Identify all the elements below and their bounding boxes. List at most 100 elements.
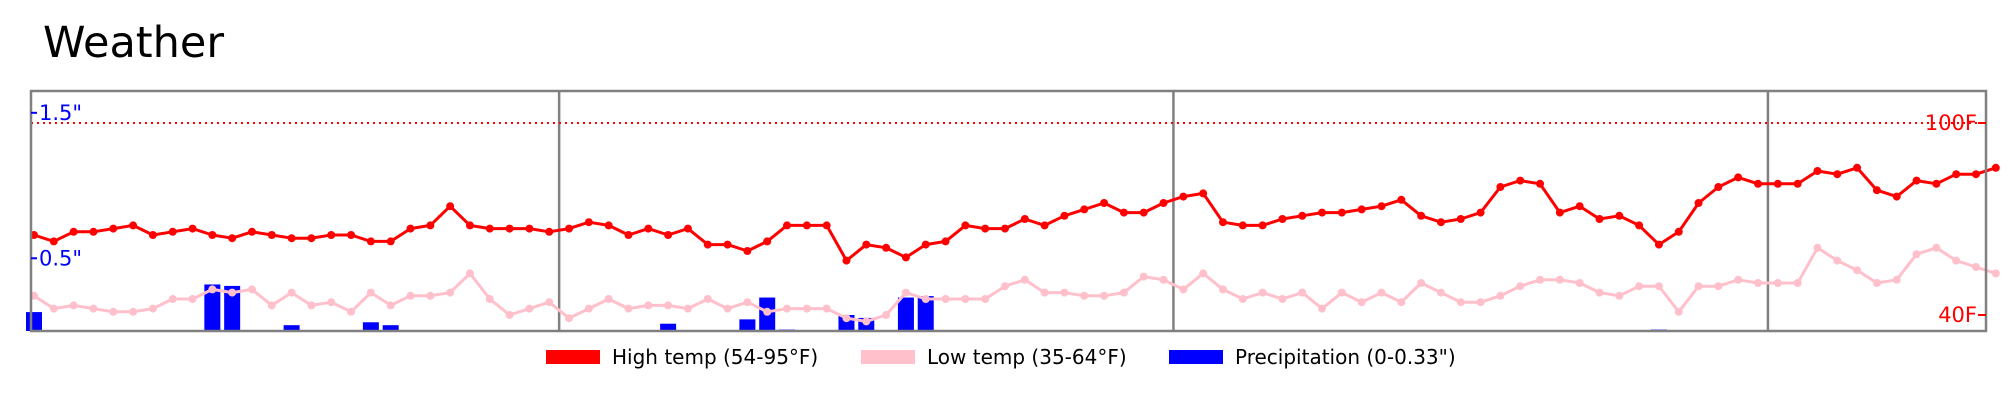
low-temp-point-74 <box>1496 291 1505 300</box>
legend-item-low: Low temp (35-64°F) <box>861 342 1127 372</box>
low-temp-point-68 <box>1377 288 1386 297</box>
precip-bar-0 <box>26 312 42 331</box>
high-temp-point-66 <box>1337 208 1346 217</box>
legend-label-low: Low temp (35-64°F) <box>927 345 1127 369</box>
high-temp-point-10 <box>228 234 237 243</box>
low-temp-point-11 <box>247 285 256 294</box>
high-temp-point-88 <box>1773 179 1782 188</box>
precip-bar-18 <box>382 325 399 331</box>
low-temp-point-82 <box>1654 282 1663 291</box>
low-temp-point-62 <box>1258 288 1267 297</box>
low-temp-point-83 <box>1674 307 1683 316</box>
precip-tick-label-1: 1.5" <box>39 101 82 125</box>
low-temp-point-48 <box>981 295 990 303</box>
chart-title: Weather <box>43 18 225 68</box>
high-temp-point-5 <box>129 221 138 230</box>
low-temp-point-69 <box>1397 298 1406 307</box>
low-temp-point-44 <box>901 288 910 297</box>
precip-bar-9 <box>204 284 221 331</box>
high-temp-point-39 <box>802 221 811 230</box>
high-temp-point-85 <box>1714 183 1723 191</box>
low-temp-point-23 <box>485 295 494 303</box>
high-temp-point-74 <box>1496 183 1505 191</box>
low-temp-point-52 <box>1060 288 1069 297</box>
low-temp-point-54 <box>1100 291 1109 300</box>
low-temp-point-84 <box>1694 282 1703 291</box>
low-temp-point-43 <box>882 311 891 319</box>
low-temp-point-2 <box>69 301 78 310</box>
high-temp-point-13 <box>287 234 296 243</box>
high-temp-point-37 <box>763 237 772 246</box>
low-temp-point-28 <box>584 304 593 313</box>
low-temp-point-10 <box>228 288 237 297</box>
low-temp-point-5 <box>129 307 138 316</box>
legend-item-precip: Precipitation (0-0.33") <box>1169 342 1456 372</box>
low-temp-point-38 <box>783 304 792 313</box>
precip-tick-label-0: 0.5" <box>39 246 82 270</box>
low-temp-point-4 <box>109 307 118 316</box>
high-temp-point-57 <box>1159 199 1168 207</box>
high-temp-point-75 <box>1516 176 1525 185</box>
high-temp-point-7 <box>168 227 177 236</box>
high-temp-point-43 <box>882 243 891 252</box>
low-temp-point-60 <box>1218 285 1227 294</box>
precip-bar-10 <box>224 285 241 331</box>
low-temp-point-24 <box>505 311 514 319</box>
low-temp-point-94 <box>1892 275 1901 284</box>
high-temp-point-87 <box>1754 179 1763 188</box>
legend-item-high: High temp (54-95°F) <box>546 342 818 372</box>
low-temp-point-77 <box>1555 275 1564 284</box>
high-temp-point-56 <box>1139 208 1148 217</box>
low-temp-point-13 <box>287 288 296 297</box>
low-temp-point-34 <box>703 295 712 303</box>
high-temp-point-42 <box>862 240 871 249</box>
low-temp-point-96 <box>1932 243 1941 252</box>
low-temp-point-47 <box>961 295 970 303</box>
legend-swatch-high <box>546 350 600 364</box>
high-temp-point-67 <box>1357 205 1366 214</box>
high-temp-point-46 <box>941 237 950 246</box>
high-temp-point-91 <box>1833 170 1842 179</box>
low-temp-point-80 <box>1615 291 1624 300</box>
low-temp-point-97 <box>1952 256 1961 265</box>
low-temp-point-85 <box>1714 282 1723 291</box>
low-temp-point-78 <box>1575 279 1584 287</box>
high-temp-point-53 <box>1080 205 1089 214</box>
high-temp-point-64 <box>1298 211 1307 220</box>
high-temp-point-41 <box>842 256 851 265</box>
high-temp-point-44 <box>901 253 910 262</box>
high-temp-point-93 <box>1872 186 1881 195</box>
low-temp-point-6 <box>148 304 157 313</box>
low-temp-point-9 <box>208 285 217 294</box>
high-temp-point-94 <box>1892 192 1901 201</box>
low-temp-point-88 <box>1773 279 1782 287</box>
low-temp-point-71 <box>1436 288 1445 297</box>
low-temp-point-79 <box>1595 288 1604 297</box>
high-temp-point-21 <box>446 202 455 211</box>
low-temp-point-90 <box>1813 243 1822 252</box>
high-temp-point-62 <box>1258 221 1267 230</box>
legend-label-precip: Precipitation (0-0.33") <box>1235 345 1456 369</box>
low-temp-point-53 <box>1080 291 1089 300</box>
low-temp-point-91 <box>1833 256 1842 265</box>
low-temp-point-15 <box>327 298 336 307</box>
high-temp-point-89 <box>1793 179 1802 188</box>
high-temp-point-4 <box>109 224 118 233</box>
precip-bar-32 <box>660 323 677 331</box>
high-temp-point-22 <box>465 221 474 230</box>
low-temp-point-86 <box>1734 275 1743 284</box>
high-temp-point-8 <box>188 224 197 233</box>
high-temp-point-34 <box>703 240 712 249</box>
high-temp-point-70 <box>1417 211 1426 220</box>
high-temp-point-17 <box>366 237 375 246</box>
low-temp-point-22 <box>465 269 474 278</box>
temp-tick-label-0: 40F <box>1938 303 1977 327</box>
high-temp-point-6 <box>148 231 157 239</box>
low-temp-point-8 <box>188 295 197 303</box>
high-temp-point-47 <box>961 221 970 230</box>
low-temp-point-7 <box>168 295 177 303</box>
low-temp-point-49 <box>1001 282 1009 291</box>
low-temp-point-35 <box>723 304 732 313</box>
low-temp-point-30 <box>624 304 633 313</box>
high-temp-point-2 <box>69 227 78 236</box>
